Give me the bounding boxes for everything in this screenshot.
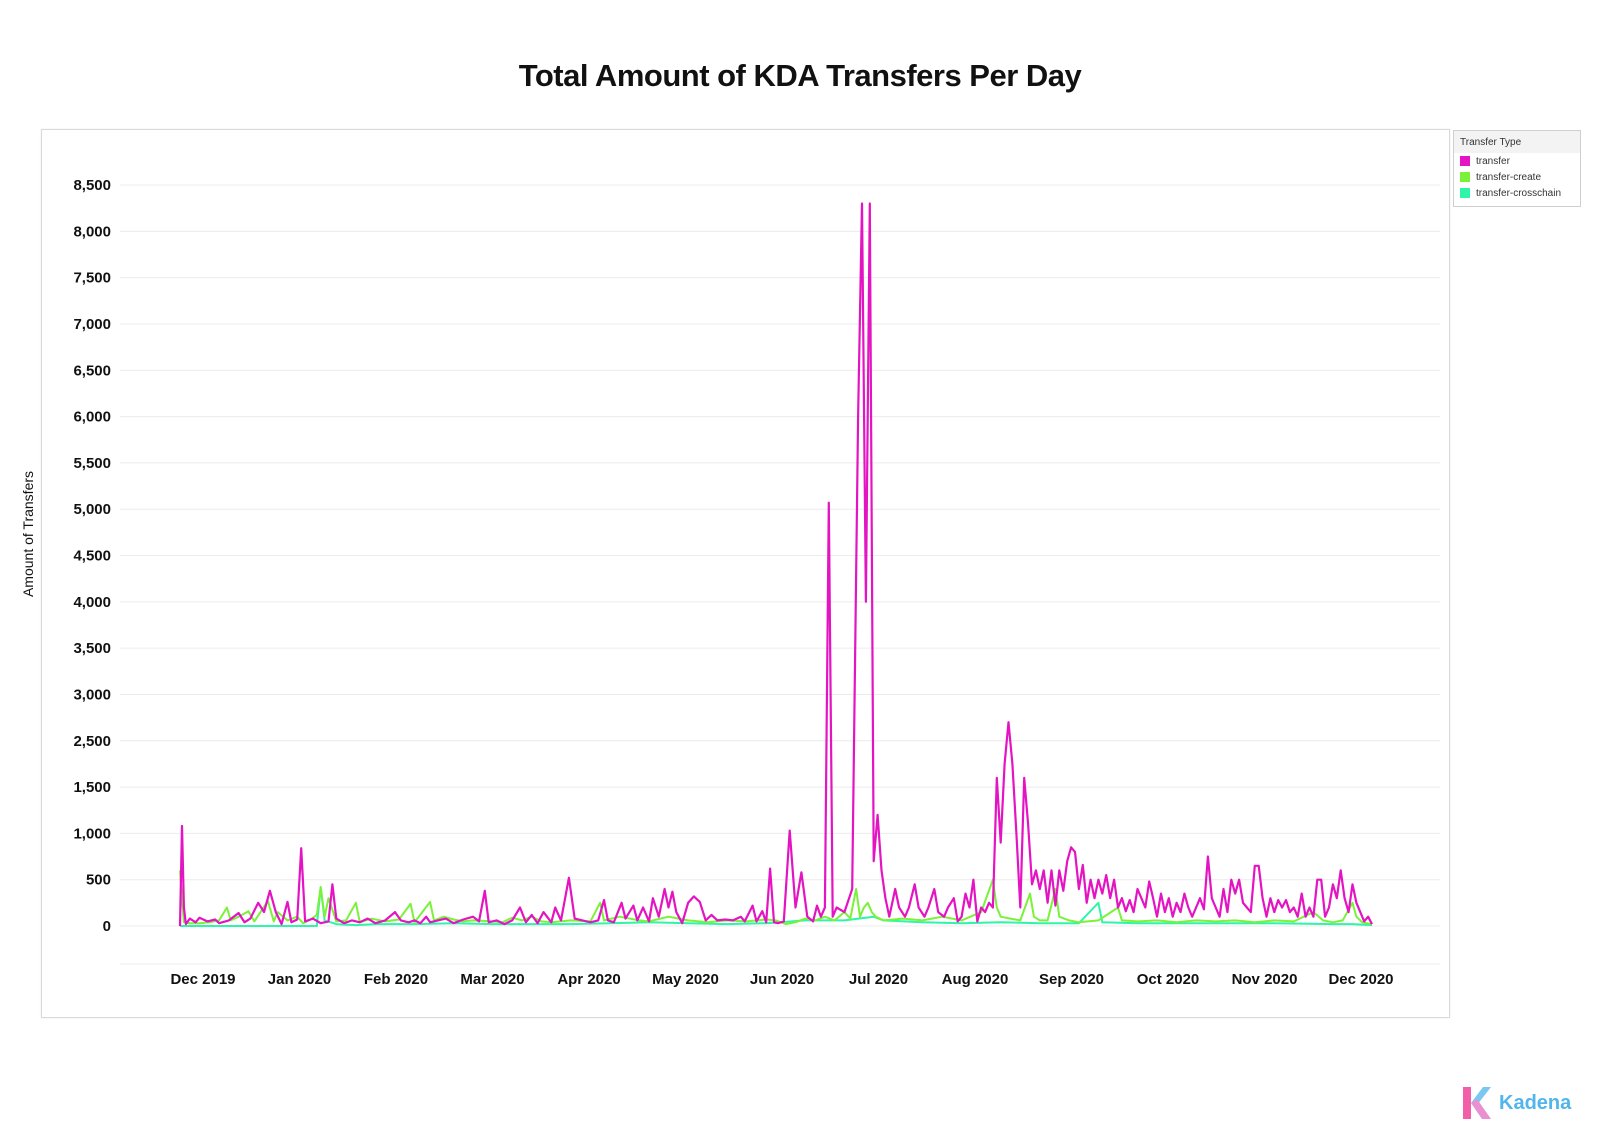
series-line-transfer-crosschain [180, 886, 1373, 927]
legend-label-transfer-crosschain: transfer-crosschain [1476, 187, 1562, 199]
y-tick-label: 7,500 [73, 270, 111, 287]
y-tick-label: 5,500 [73, 455, 111, 472]
legend-item-transfer-create[interactable]: transfer-create [1454, 169, 1580, 185]
legend-item-transfer[interactable]: transfer [1454, 153, 1580, 169]
y-tick-label: 1,000 [73, 825, 111, 842]
legend-label-transfer-create: transfer-create [1476, 171, 1542, 183]
x-tick-label: Mar 2020 [460, 971, 524, 988]
series-line-transfer [178, 202, 1373, 927]
x-tick-label: Dec 2019 [170, 971, 235, 988]
y-tick-label: 4,500 [73, 548, 111, 565]
series-layer [178, 202, 1373, 927]
x-tick-label: May 2020 [652, 971, 719, 988]
kadena-logo-icon [1463, 1087, 1491, 1119]
legend-item-transfer-crosschain[interactable]: transfer-crosschain [1454, 185, 1580, 201]
x-tick-label: Nov 2020 [1232, 971, 1298, 988]
x-tick-label: Aug 2020 [942, 971, 1009, 988]
x-tick-label: Jun 2020 [750, 971, 814, 988]
y-tick-label: 5,000 [73, 501, 111, 518]
x-axis-ticks: Dec 2019 Jan 2020 Feb 2020 Mar 2020 Apr 2020… [170, 971, 1393, 988]
y-tick-label: 7,000 [73, 316, 111, 333]
legend: Transfer Type transfer transfer-create t… [1453, 130, 1581, 207]
y-tick-label: 3,000 [73, 686, 111, 703]
x-tick-label: Jul 2020 [849, 971, 908, 988]
x-tick-label: Feb 2020 [364, 971, 428, 988]
x-tick-label: Oct 2020 [1137, 971, 1200, 988]
y-tick-label: 6,000 [73, 409, 111, 426]
brand: Kadena [1461, 1085, 1571, 1121]
legend-swatch-transfer [1460, 156, 1470, 166]
legend-swatch-transfer-crosschain [1460, 188, 1470, 198]
y-tick-label: 4,000 [73, 594, 111, 611]
y-tick-label: 0 [103, 918, 111, 935]
y-tick-label: 3,500 [73, 640, 111, 657]
grid-lines [120, 184, 1440, 965]
y-axis-label: Amount of Transfers [20, 470, 36, 598]
brand-name: Kadena [1499, 1091, 1572, 1114]
y-tick-label: 8,000 [73, 223, 111, 240]
y-tick-label: 6,500 [73, 362, 111, 379]
y-tick-label: 8,500 [73, 177, 111, 194]
chart-title: Total Amount of KDA Transfers Per Day [518, 58, 1082, 93]
legend-swatch-transfer-create [1460, 172, 1470, 182]
x-tick-label: Apr 2020 [557, 971, 620, 988]
y-axis-ticks: 0 500 1,000 1,500 2,500 3,000 3,500 4,000 4,500 5… [73, 177, 111, 935]
legend-label-transfer: transfer [1476, 155, 1510, 167]
x-tick-label: Jan 2020 [268, 971, 331, 988]
x-tick-label: Sep 2020 [1039, 971, 1104, 988]
legend-title: Transfer Type [1454, 131, 1580, 153]
y-tick-label: 2,500 [73, 733, 111, 750]
y-tick-label: 1,500 [73, 779, 111, 796]
y-tick-label: 500 [86, 872, 111, 889]
x-tick-label: Dec 2020 [1328, 971, 1393, 988]
